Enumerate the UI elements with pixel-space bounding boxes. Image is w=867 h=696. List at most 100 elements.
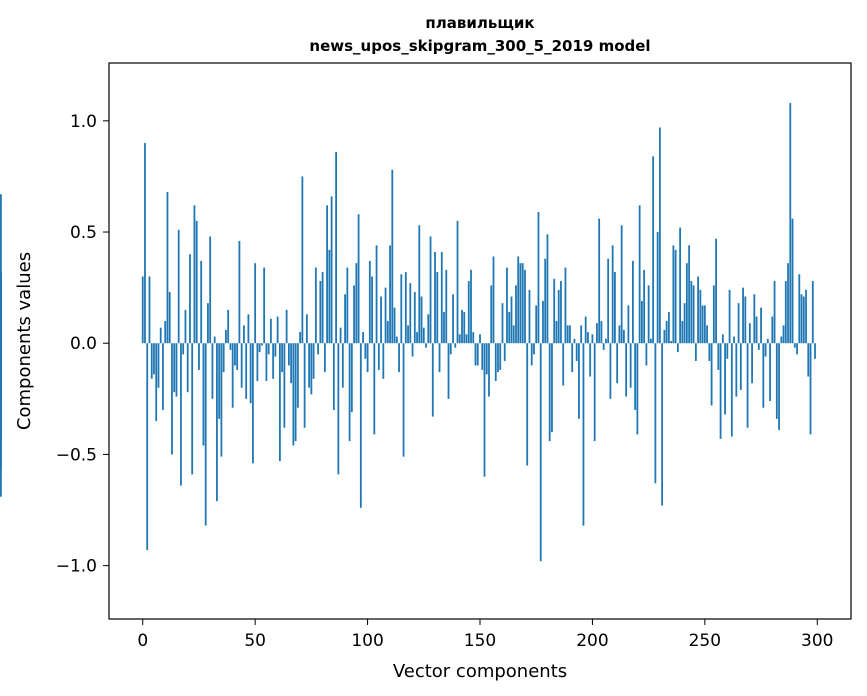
bar bbox=[148, 276, 151, 344]
x-tick-label: 250 bbox=[689, 631, 721, 651]
bar bbox=[267, 343, 270, 355]
bar bbox=[497, 343, 499, 373]
bar bbox=[724, 343, 726, 415]
bar bbox=[436, 272, 439, 344]
bar bbox=[697, 276, 699, 344]
bar bbox=[766, 338, 769, 344]
bar bbox=[337, 343, 340, 475]
bar bbox=[708, 343, 711, 362]
bar bbox=[488, 343, 490, 397]
bar bbox=[771, 316, 774, 344]
bar bbox=[162, 343, 164, 410]
bar bbox=[272, 343, 275, 379]
bar bbox=[278, 343, 281, 462]
bar bbox=[404, 272, 407, 344]
bar bbox=[330, 196, 333, 344]
bar bbox=[764, 343, 767, 357]
bar bbox=[737, 303, 740, 344]
bar bbox=[418, 225, 421, 344]
bar bbox=[332, 343, 335, 410]
bar bbox=[319, 280, 322, 344]
bar bbox=[249, 343, 252, 404]
bar bbox=[530, 343, 533, 366]
bar bbox=[348, 343, 351, 442]
bar bbox=[542, 300, 544, 344]
bar bbox=[434, 252, 436, 344]
bar bbox=[524, 269, 526, 344]
bar bbox=[177, 229, 180, 344]
bar bbox=[811, 280, 814, 344]
bar bbox=[359, 343, 362, 508]
bar bbox=[719, 343, 722, 439]
bar bbox=[623, 329, 625, 344]
bar bbox=[614, 272, 616, 344]
bar bbox=[607, 258, 610, 344]
bar bbox=[672, 245, 675, 344]
bar bbox=[661, 343, 664, 506]
bar bbox=[551, 343, 553, 433]
bar bbox=[328, 249, 331, 344]
bar bbox=[198, 343, 200, 370]
bar bbox=[362, 332, 364, 344]
bar bbox=[247, 314, 250, 344]
bar bbox=[391, 169, 394, 344]
bar bbox=[461, 309, 463, 344]
x-axis-label: Vector components bbox=[393, 661, 567, 682]
bar bbox=[292, 343, 295, 446]
bar bbox=[618, 325, 621, 344]
bar bbox=[533, 343, 535, 355]
bar bbox=[211, 343, 214, 399]
bar bbox=[443, 312, 445, 344]
bar bbox=[344, 294, 346, 344]
bar bbox=[207, 303, 209, 344]
bar bbox=[150, 343, 153, 379]
y-tick-label: 0.0 bbox=[70, 334, 97, 354]
bar bbox=[411, 343, 414, 357]
bar bbox=[416, 332, 418, 344]
bar bbox=[569, 325, 571, 344]
bar bbox=[202, 343, 205, 446]
bar bbox=[562, 343, 565, 386]
bar bbox=[274, 343, 277, 357]
bar bbox=[476, 343, 479, 366]
bar bbox=[809, 343, 812, 435]
bar bbox=[712, 285, 715, 344]
bar bbox=[611, 245, 614, 344]
bar bbox=[748, 323, 751, 344]
bar bbox=[281, 343, 284, 373]
bar bbox=[384, 287, 387, 344]
bar bbox=[380, 296, 382, 344]
bar bbox=[494, 343, 497, 382]
bar bbox=[458, 334, 461, 344]
bar bbox=[676, 343, 679, 353]
bar bbox=[710, 343, 713, 406]
bar bbox=[481, 343, 484, 370]
bar bbox=[625, 343, 628, 397]
bar bbox=[209, 236, 212, 344]
bar bbox=[173, 343, 176, 393]
bar bbox=[321, 272, 324, 344]
bar bbox=[427, 314, 430, 344]
bar bbox=[539, 343, 542, 562]
bar bbox=[679, 227, 682, 344]
bar bbox=[645, 343, 648, 366]
bar bbox=[670, 341, 673, 344]
bar bbox=[596, 323, 598, 344]
bar bbox=[157, 343, 160, 388]
bar bbox=[571, 343, 574, 373]
bar bbox=[640, 300, 643, 344]
bar bbox=[780, 336, 783, 344]
bar bbox=[0, 343, 2, 388]
bar bbox=[184, 309, 187, 344]
bar bbox=[269, 318, 272, 344]
bar bbox=[814, 343, 816, 359]
bar bbox=[175, 343, 178, 397]
bar bbox=[638, 205, 641, 344]
bar bbox=[553, 278, 556, 344]
bar bbox=[634, 343, 637, 410]
bar bbox=[778, 343, 780, 430]
bar bbox=[474, 343, 477, 366]
bar bbox=[339, 327, 342, 344]
bar bbox=[393, 307, 396, 344]
bar bbox=[463, 312, 466, 344]
